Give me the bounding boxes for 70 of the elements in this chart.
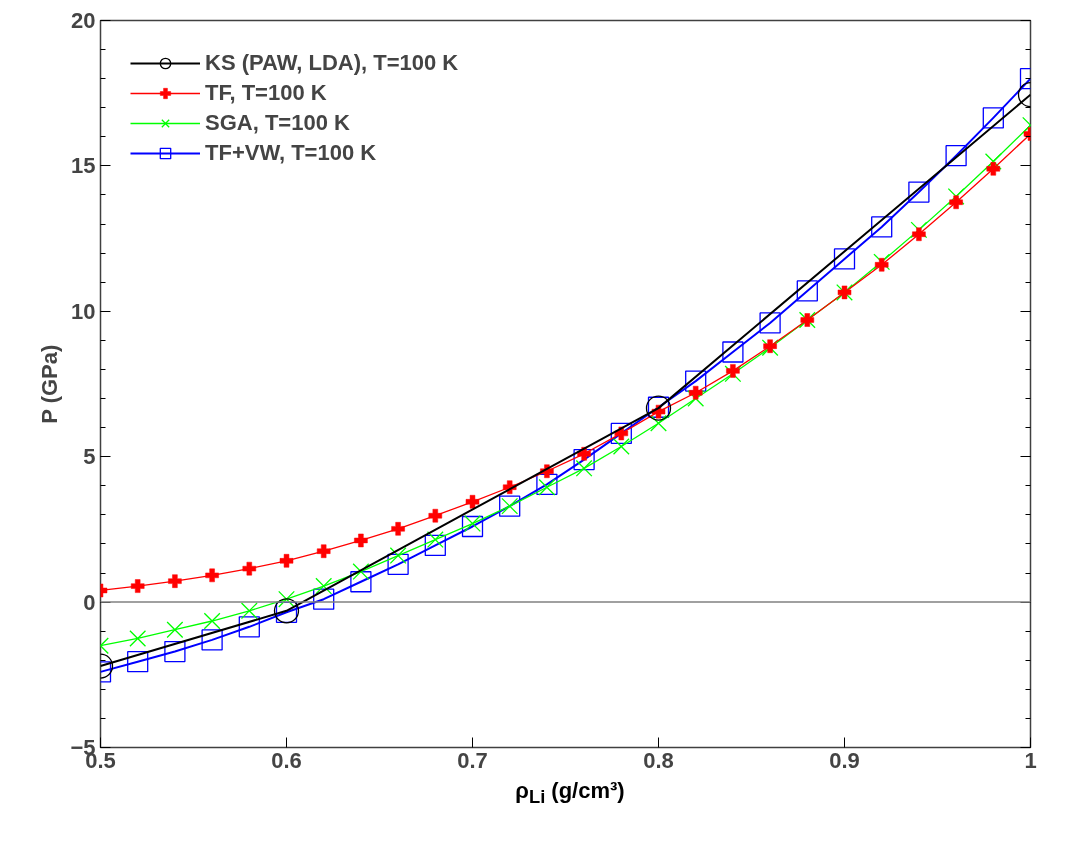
point (387, 553, 409, 575)
point (688, 385, 703, 400)
x-tick-label: 0.6 (271, 747, 302, 773)
y-tick-label: 0 (83, 589, 96, 615)
y-tick-label: 10 (71, 298, 96, 324)
point (908, 181, 930, 203)
point (164, 640, 186, 663)
legend-label: TF+VW, T=100 K (205, 140, 377, 166)
point (650, 414, 667, 432)
point (726, 364, 740, 378)
point (833, 248, 856, 270)
point (984, 153, 1002, 170)
point (203, 612, 221, 630)
point (127, 651, 149, 673)
point (391, 522, 405, 536)
y-tick-label: 20 (71, 8, 96, 33)
point (871, 216, 893, 238)
point (352, 563, 370, 580)
point (240, 602, 258, 620)
legend-label: TF, T=100 K (205, 80, 327, 106)
x-tick-label: 0.9 (829, 747, 860, 773)
point (945, 145, 967, 167)
x-tick-label: 0.7 (457, 747, 488, 773)
point (424, 534, 446, 557)
point (313, 588, 335, 610)
x-axis-title: ρ$_{Li}$ (g/cm³) (515, 777, 625, 810)
point (575, 459, 593, 477)
point (129, 630, 147, 647)
y-tick-label: 15 (71, 153, 96, 179)
legend-label: KS (PAW, LDA), T=100 K (205, 50, 459, 76)
point (461, 515, 484, 538)
point (796, 280, 818, 302)
point (573, 448, 595, 471)
point (279, 554, 294, 568)
point (763, 339, 777, 353)
point (428, 508, 443, 523)
point (761, 339, 779, 357)
point (685, 370, 707, 392)
point (536, 473, 558, 495)
point (982, 107, 1004, 129)
point (722, 341, 744, 363)
legend-label: SGA, T=100 K (205, 110, 350, 136)
point (238, 616, 260, 638)
point (465, 495, 480, 509)
point (315, 577, 333, 595)
point (316, 544, 331, 558)
point (612, 438, 630, 455)
point (354, 533, 368, 548)
point (205, 568, 219, 583)
y-axis-title: P (GPa) (37, 344, 63, 424)
point (874, 258, 889, 272)
point (389, 547, 407, 564)
point (278, 590, 295, 608)
point (947, 188, 965, 205)
x-tick-label: 0.8 (643, 747, 674, 773)
point (130, 579, 145, 593)
point (201, 629, 223, 651)
point (166, 621, 184, 639)
x-tick-label: 1 (1024, 747, 1037, 773)
point (986, 162, 1001, 176)
point (350, 571, 372, 593)
point (759, 312, 781, 334)
point (426, 531, 444, 549)
y-tick-label: 5 (83, 444, 96, 470)
point (949, 195, 963, 209)
point (242, 561, 257, 576)
point (538, 478, 556, 496)
point (168, 574, 182, 588)
point (687, 390, 705, 407)
point (912, 227, 926, 241)
